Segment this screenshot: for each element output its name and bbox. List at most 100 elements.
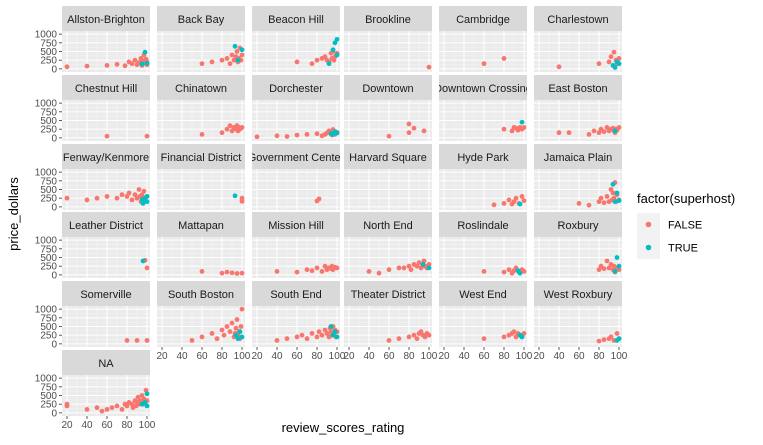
point-false xyxy=(114,61,120,67)
point-false xyxy=(135,394,141,400)
point-false xyxy=(239,52,245,58)
facet-strip xyxy=(344,212,432,237)
point-false xyxy=(616,125,622,130)
x-tick-label: 20 xyxy=(438,351,450,362)
point-false xyxy=(239,306,245,312)
point-false xyxy=(319,332,325,338)
point-false xyxy=(309,331,315,336)
point-false xyxy=(219,327,225,333)
point-true xyxy=(614,190,620,196)
point-false xyxy=(322,54,328,60)
point-false xyxy=(616,56,622,61)
point-false xyxy=(606,265,612,271)
y-tick-label: 250 xyxy=(40,331,57,342)
point-false xyxy=(513,334,519,340)
point-false xyxy=(576,200,582,206)
point-false xyxy=(254,134,260,140)
point-false xyxy=(134,337,140,343)
facet-panel: Charlestown xyxy=(534,6,622,72)
point-false xyxy=(491,202,497,208)
x-tick-label: 20 xyxy=(343,351,355,362)
point-true xyxy=(239,334,245,340)
point-false xyxy=(234,317,240,322)
point-false xyxy=(416,260,422,266)
point-false xyxy=(513,195,519,201)
point-false xyxy=(94,405,100,411)
point-false xyxy=(229,128,235,134)
point-false xyxy=(304,267,310,273)
y-tick-label: 750 xyxy=(40,313,57,324)
facet-strip xyxy=(534,144,622,169)
facet-panel: Hyde Park xyxy=(439,144,527,210)
point-false xyxy=(314,57,320,63)
facet-strip xyxy=(534,281,622,306)
legend-label: FALSE xyxy=(668,220,702,232)
point-false xyxy=(608,334,614,340)
y-tick-label: 750 xyxy=(40,107,57,118)
facet-strip-label: Jamaica Plain xyxy=(544,152,612,164)
point-true xyxy=(612,268,618,274)
x-tick-label: 80 xyxy=(216,351,228,362)
point-true xyxy=(610,181,616,187)
point-false xyxy=(426,262,432,267)
y-tick-label: 0 xyxy=(51,339,57,350)
point-false xyxy=(114,195,120,201)
point-true xyxy=(616,198,622,204)
facet-strip xyxy=(62,212,150,237)
point-false xyxy=(386,267,392,273)
facet-strip xyxy=(157,144,245,169)
point-false xyxy=(274,268,280,274)
point-false xyxy=(501,269,507,275)
facet-strip xyxy=(439,212,527,237)
point-false xyxy=(322,327,328,333)
point-false xyxy=(99,408,105,414)
point-false xyxy=(324,331,330,336)
facet-panel: West End 20 40 60 80 100 xyxy=(438,281,533,362)
facet-strip-label: Downtown xyxy=(362,83,413,95)
point-false xyxy=(601,266,607,272)
y-tick-label: 0 xyxy=(51,64,57,75)
y-tick-label: 250 xyxy=(40,194,57,205)
x-tick-label: 40 xyxy=(363,351,375,362)
facet-strip-label: Chinatown xyxy=(175,83,227,95)
point-false xyxy=(94,195,100,201)
point-true xyxy=(326,61,332,67)
point-false xyxy=(614,331,620,336)
point-false xyxy=(566,130,572,136)
facet-strip-label: South Boston xyxy=(168,289,234,301)
x-tick-label: 40 xyxy=(553,351,565,362)
point-false xyxy=(239,198,245,204)
point-false xyxy=(124,337,130,343)
point-true xyxy=(334,36,340,42)
point-false xyxy=(144,337,150,343)
point-true xyxy=(519,119,525,125)
point-true xyxy=(612,128,618,134)
facet-strip xyxy=(252,281,340,306)
point-false xyxy=(426,332,432,338)
facet-panel: Theater District 20 40 60 80 100 xyxy=(343,281,438,362)
y-tick-label: 500 xyxy=(40,253,57,264)
point-false xyxy=(136,187,142,192)
point-false xyxy=(104,406,110,412)
facet-panel: Cambridge xyxy=(439,6,527,72)
point-false xyxy=(556,130,562,136)
point-false xyxy=(509,128,515,134)
facet-panel: Dorchester xyxy=(252,75,340,141)
point-false xyxy=(234,271,240,276)
point-false xyxy=(114,403,120,409)
point-false xyxy=(199,61,205,67)
point-false xyxy=(604,125,610,130)
facet-strip-label: Allston-Brighton xyxy=(67,14,145,26)
point-false xyxy=(132,57,138,63)
point-false xyxy=(406,263,412,269)
point-false xyxy=(224,324,230,329)
point-false xyxy=(231,57,237,63)
facet-strip-label: West End xyxy=(459,289,507,301)
point-false xyxy=(601,129,607,135)
point-false xyxy=(586,131,592,137)
point-true xyxy=(334,52,340,58)
point-false xyxy=(126,190,132,196)
